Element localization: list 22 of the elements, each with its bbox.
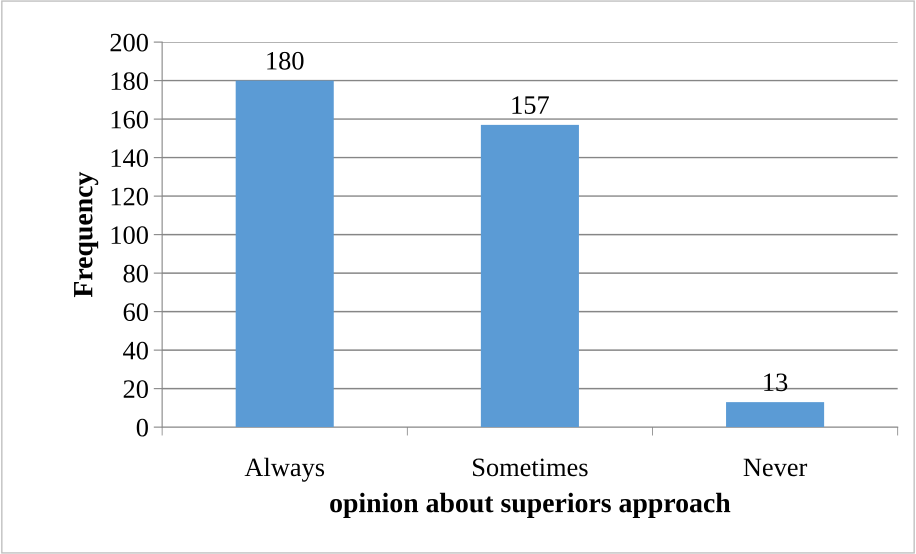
data-label: 157 [512, 96, 549, 114]
y-tick-label: 180 [112, 72, 148, 90]
y-tick-label: 0 [136, 418, 148, 437]
y-tick-label: 120 [112, 188, 148, 206]
x-tick-label: Always [244, 458, 324, 482]
y-axis-title: Frequency [74, 172, 98, 298]
y-tick-label: 100 [112, 226, 148, 244]
y-tick-label: 200 [110, 34, 148, 52]
bar [236, 80, 334, 428]
x-tick-label: Never [744, 458, 808, 476]
y-tick-label: 80 [124, 264, 148, 283]
bar [480, 124, 579, 428]
bar [726, 402, 824, 428]
y-tick-label: 40 [123, 342, 148, 360]
y-tick-label: 20 [124, 380, 148, 398]
y-tick-label: 140 [112, 149, 148, 168]
x-tick-label: Sometimes [473, 458, 588, 476]
y-tick-label: 160 [112, 110, 148, 129]
data-label: 13 [764, 373, 788, 392]
data-label: 180 [267, 52, 304, 70]
y-tick-label: 60 [124, 303, 148, 322]
x-axis-title: opinion about superiors approach [330, 492, 730, 518]
